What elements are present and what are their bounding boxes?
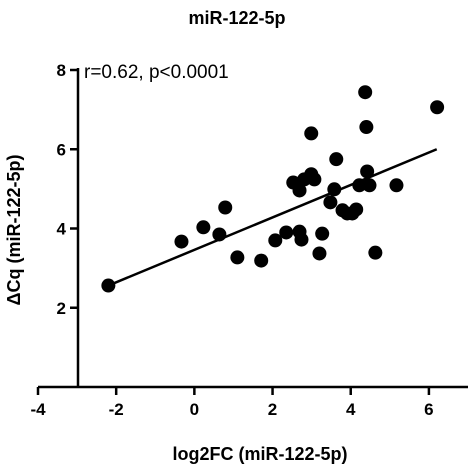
point	[304, 126, 319, 141]
x-axis-label: log2FC (miR-122-5p)	[172, 444, 347, 464]
point	[329, 152, 344, 167]
point	[230, 250, 245, 265]
x-tick-label: 6	[424, 400, 433, 419]
y-axis-label: ΔCq (miR-122-5p)	[4, 155, 24, 306]
point	[212, 227, 227, 242]
point	[389, 178, 404, 193]
point	[359, 120, 374, 135]
point	[294, 232, 309, 247]
point	[279, 225, 294, 240]
chart-title: miR-122-5p	[188, 8, 285, 28]
point	[368, 245, 383, 260]
point	[292, 183, 307, 198]
point	[268, 233, 283, 248]
annotation: r=0.62, p<0.0001	[84, 62, 229, 83]
point	[315, 226, 330, 241]
x-tick-label: -2	[109, 400, 124, 419]
point	[254, 253, 269, 268]
point	[196, 220, 211, 235]
y-tick-label: 8	[57, 61, 66, 80]
point	[358, 85, 373, 100]
x-tick-label: 4	[346, 400, 356, 419]
point	[323, 195, 338, 210]
point	[430, 100, 445, 115]
y-tick-label: 6	[57, 140, 66, 159]
point	[307, 172, 322, 187]
y-tick-label: 2	[57, 299, 66, 318]
x-tick-label: 0	[190, 400, 199, 419]
point	[362, 178, 377, 193]
point	[218, 200, 233, 215]
point	[360, 164, 375, 179]
x-tick-label: -4	[30, 400, 46, 419]
point	[352, 178, 367, 193]
fit-line	[107, 148, 438, 287]
point	[312, 246, 327, 261]
point	[327, 182, 342, 197]
y-tick-label: 4	[57, 220, 67, 239]
point	[349, 202, 364, 217]
x-tick-label: 2	[268, 400, 277, 419]
point	[174, 234, 189, 249]
point	[101, 278, 116, 293]
